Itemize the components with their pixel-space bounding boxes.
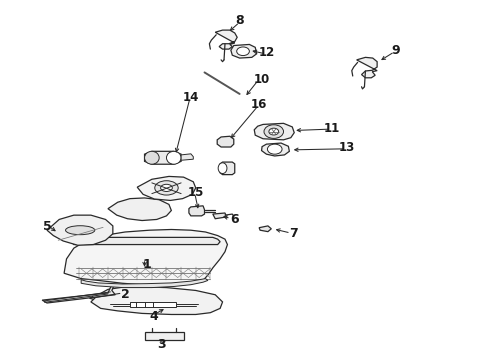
Text: 12: 12 (258, 46, 274, 59)
Text: 9: 9 (390, 44, 399, 57)
Polygon shape (217, 136, 233, 147)
Ellipse shape (155, 181, 178, 195)
Polygon shape (47, 215, 113, 245)
Polygon shape (64, 229, 227, 286)
Polygon shape (42, 284, 115, 303)
Text: 13: 13 (338, 141, 354, 154)
Text: 3: 3 (157, 338, 165, 351)
Text: 7: 7 (288, 227, 297, 240)
Ellipse shape (65, 226, 95, 235)
Ellipse shape (267, 144, 282, 154)
Text: 6: 6 (230, 213, 239, 226)
Polygon shape (108, 198, 171, 221)
Text: 2: 2 (121, 288, 129, 301)
Ellipse shape (166, 151, 181, 164)
Polygon shape (254, 123, 294, 140)
Polygon shape (144, 151, 181, 164)
Text: 10: 10 (253, 73, 269, 86)
Ellipse shape (268, 128, 278, 135)
Ellipse shape (218, 163, 226, 174)
Polygon shape (215, 30, 237, 49)
Polygon shape (144, 332, 183, 339)
Polygon shape (137, 176, 195, 201)
Polygon shape (230, 44, 256, 58)
Polygon shape (130, 302, 176, 307)
Ellipse shape (160, 184, 172, 192)
Polygon shape (259, 226, 271, 231)
Text: 1: 1 (142, 258, 151, 271)
Polygon shape (181, 154, 193, 160)
Ellipse shape (236, 47, 249, 55)
Ellipse shape (264, 125, 283, 138)
Polygon shape (261, 143, 289, 156)
Text: 14: 14 (183, 91, 199, 104)
Polygon shape (220, 162, 234, 175)
Polygon shape (81, 279, 207, 288)
Polygon shape (356, 57, 376, 78)
Polygon shape (71, 237, 220, 244)
Text: 8: 8 (235, 14, 244, 27)
Polygon shape (91, 287, 222, 315)
Text: 4: 4 (150, 310, 158, 323)
Text: 5: 5 (42, 220, 51, 233)
Text: 16: 16 (250, 98, 267, 111)
Text: 15: 15 (187, 186, 203, 199)
Ellipse shape (144, 151, 159, 164)
Polygon shape (188, 206, 204, 216)
Polygon shape (212, 213, 226, 219)
Text: 11: 11 (324, 122, 340, 135)
